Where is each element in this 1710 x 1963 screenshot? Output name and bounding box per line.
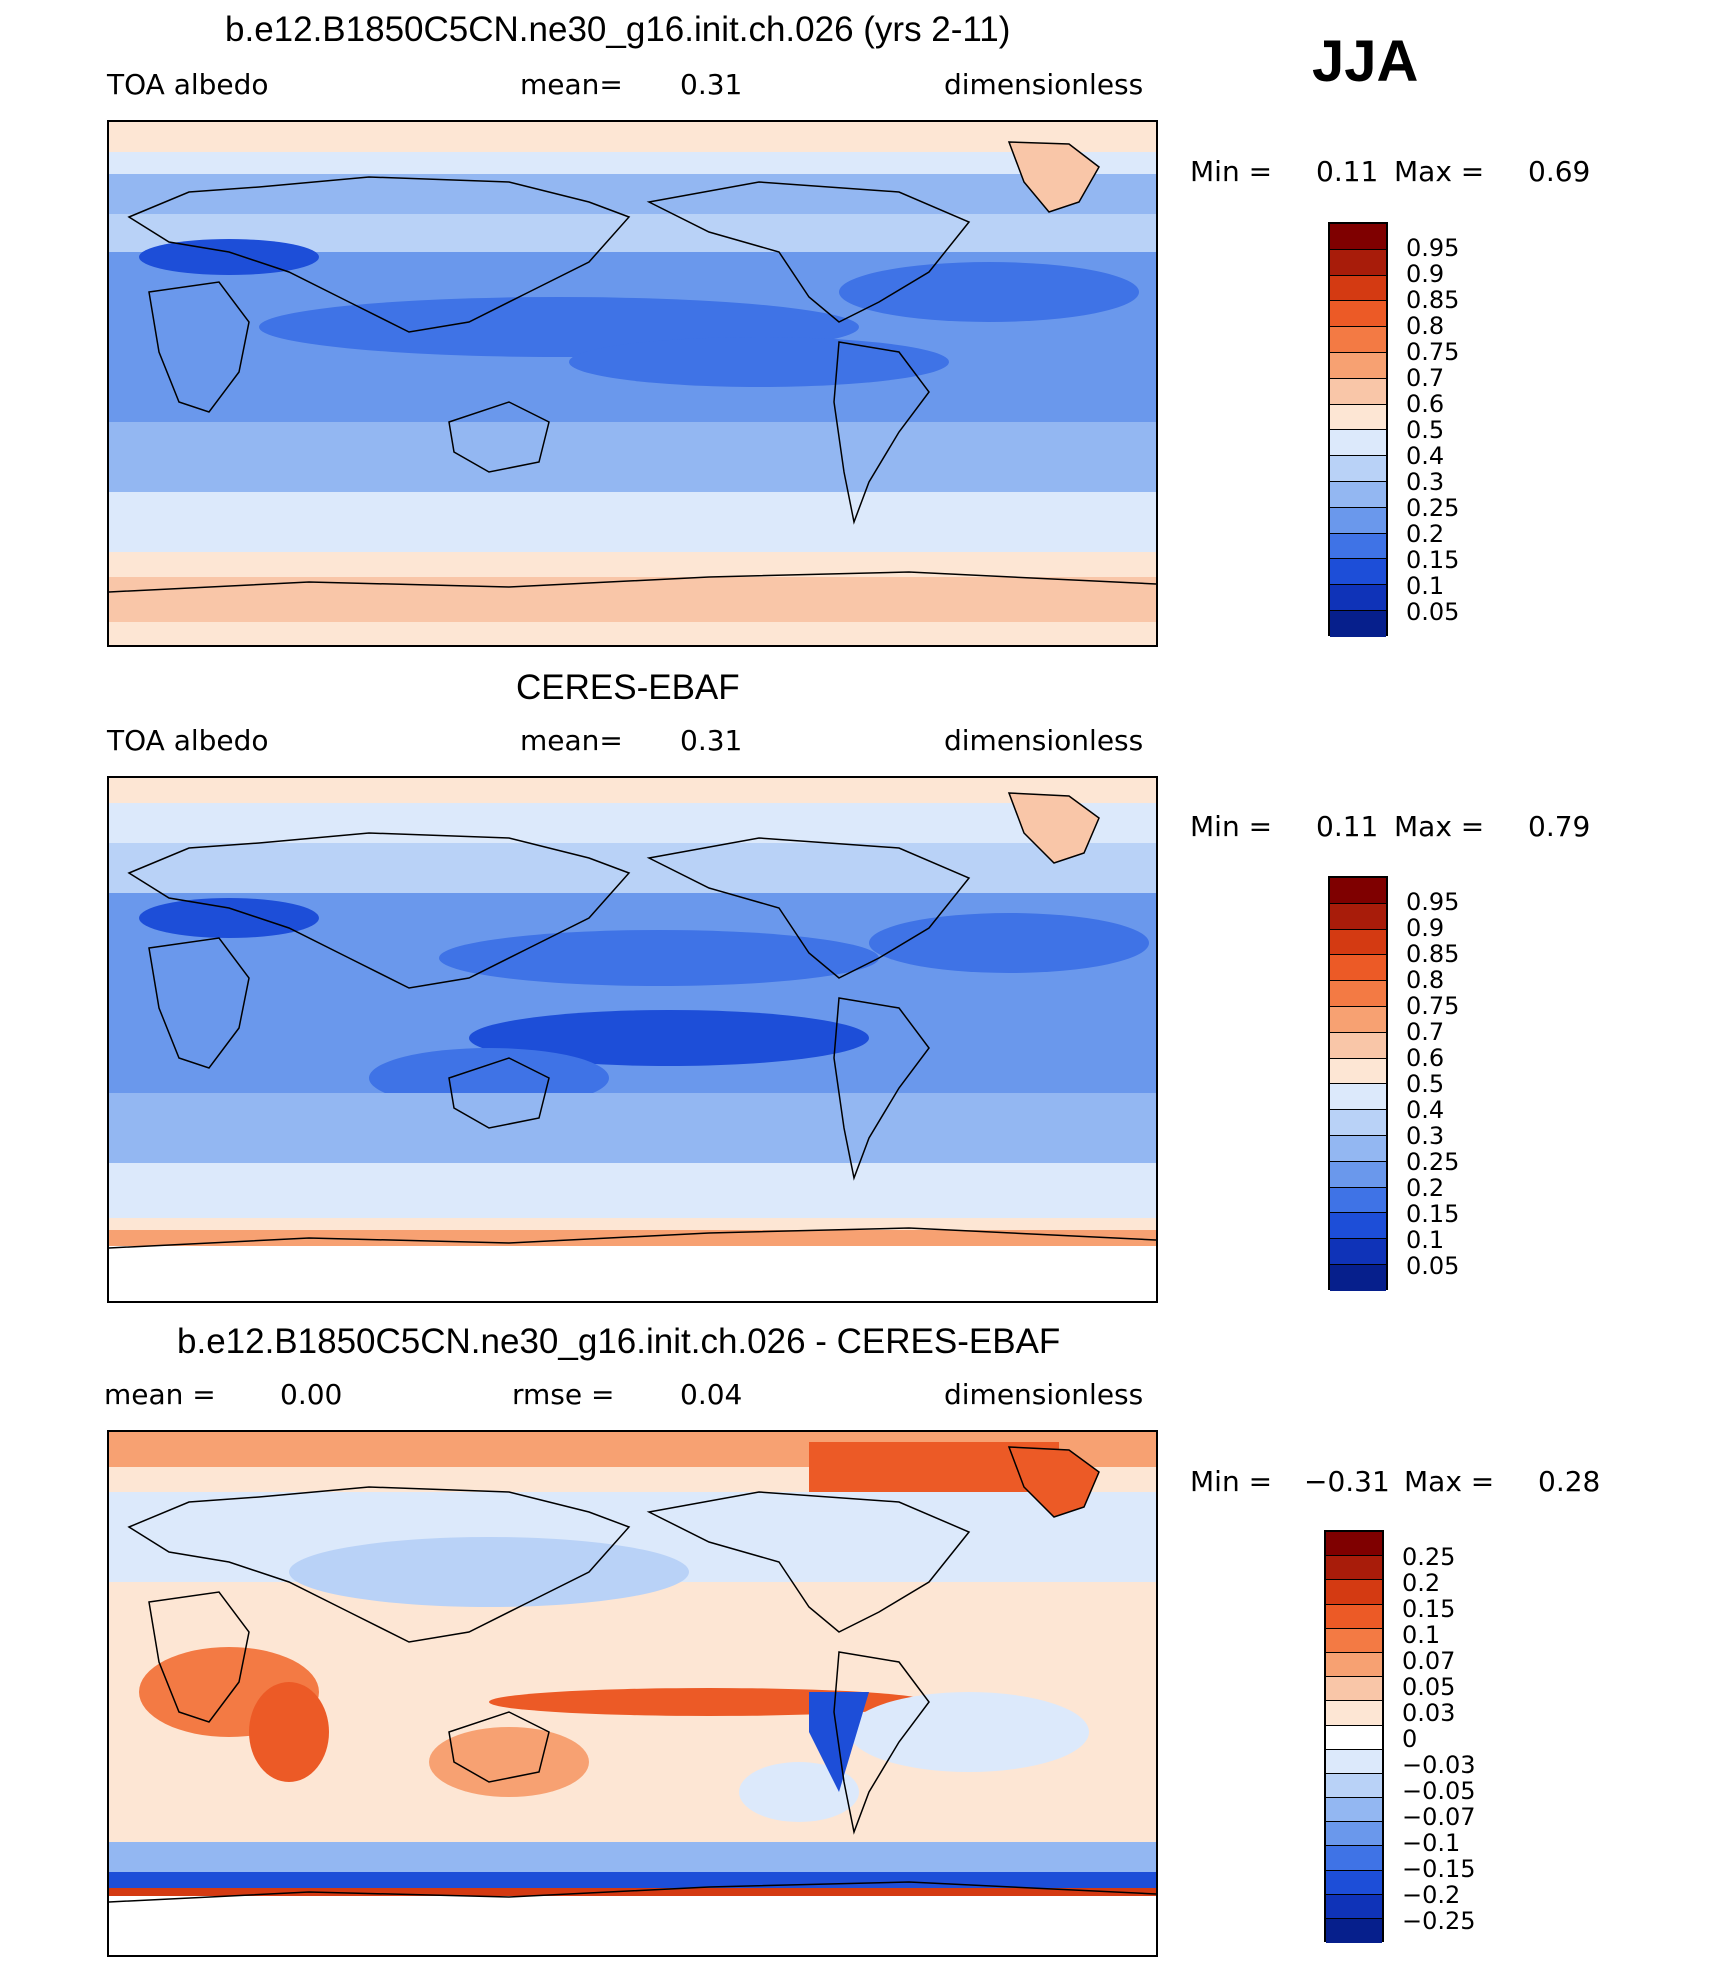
panel-3-max-label: Max = bbox=[1404, 1465, 1495, 1498]
colorbar-tick-label: 0.9 bbox=[1406, 914, 1445, 942]
colorbar-tick-label: 0.3 bbox=[1406, 468, 1445, 496]
panel-1-mean-label: mean= bbox=[520, 68, 623, 101]
colorbar-tick-label: 0.7 bbox=[1406, 1018, 1445, 1046]
panel-1-antarctic-band bbox=[109, 577, 1156, 622]
colorbar-tick-label: 0.25 bbox=[1402, 1543, 1456, 1571]
panel-2-max-label: Max = bbox=[1394, 810, 1485, 843]
colorbar-tick-label: 0.95 bbox=[1406, 888, 1460, 916]
colorbar-tick-label: 0.95 bbox=[1406, 234, 1460, 262]
colorbar-tick-label: 0.8 bbox=[1406, 966, 1445, 994]
panel-3-title: b.e12.B1850C5CN.ne30_g16.init.ch.026 - C… bbox=[177, 1322, 1061, 1361]
colorbar-tick-label: 0.2 bbox=[1402, 1569, 1441, 1597]
panel-3-min-label: Min = bbox=[1190, 1465, 1273, 1498]
panel-3-rmse-label: rmse = bbox=[512, 1378, 615, 1411]
panel-3-map-plot bbox=[109, 1432, 1156, 1955]
colorbar-tick-label: 0.2 bbox=[1406, 1174, 1445, 1202]
colorbar-tick-label: 0.25 bbox=[1406, 494, 1460, 522]
colorbar-tick-label: −0.25 bbox=[1402, 1907, 1476, 1935]
panel-2-variable-label: TOA albedo bbox=[107, 724, 269, 757]
panel-1-min-value: 0.11 bbox=[1316, 155, 1379, 188]
panel-1-mean-value: 0.31 bbox=[680, 68, 743, 101]
colorbar-tick-label: 0.4 bbox=[1406, 442, 1445, 470]
colorbar-tick-label: −0.05 bbox=[1402, 1777, 1476, 1805]
panel-3-mean-label: mean = bbox=[104, 1378, 216, 1411]
colorbar-tick-label: 0 bbox=[1402, 1725, 1418, 1753]
panel-3-colorbar bbox=[1324, 1530, 1384, 1944]
colorbar-tick-label: 0.1 bbox=[1406, 1226, 1445, 1254]
colorbar-tick-label: 0.1 bbox=[1402, 1621, 1441, 1649]
panel-1-colorbar-labels: 0.95 0.9 0.85 0.8 0.75 0.7 0.6 0.5 0.4 0… bbox=[1406, 235, 1459, 625]
panel-2-map-plot bbox=[109, 778, 1156, 1301]
panel-1-south-america-outline bbox=[833, 341, 930, 525]
colorbar-tick-label: −0.03 bbox=[1402, 1751, 1476, 1779]
colorbar-tick-label: 0.6 bbox=[1406, 390, 1445, 418]
panel-2-mean-label: mean= bbox=[520, 724, 623, 757]
panel-1-colorbar bbox=[1328, 222, 1388, 637]
panel-3-colorbar-labels: 0.25 0.2 0.15 0.1 0.07 0.05 0.03 0 −0.03… bbox=[1402, 1544, 1476, 1934]
colorbar-tick-label: 0.85 bbox=[1406, 286, 1460, 314]
panel-2-colorbar bbox=[1328, 876, 1388, 1291]
panel-3-max-value: 0.28 bbox=[1538, 1465, 1601, 1498]
panel-3-rmse-value: 0.04 bbox=[680, 1378, 743, 1411]
panel-1-antarctica-outline bbox=[109, 571, 1156, 593]
panel-1-title: b.e12.B1850C5CN.ne30_g16.init.ch.026 (yr… bbox=[225, 10, 1011, 49]
panel-1-map-plot bbox=[109, 122, 1156, 645]
colorbar-tick-label: 0.25 bbox=[1406, 1148, 1460, 1176]
panel-1-greenland-outline bbox=[1007, 141, 1100, 213]
panel-2-min-value: 0.11 bbox=[1316, 810, 1379, 843]
colorbar-tick-label: 0.1 bbox=[1406, 572, 1445, 600]
colorbar-tick-label: 0.15 bbox=[1402, 1595, 1456, 1623]
colorbar-tick-label: 0.2 bbox=[1406, 520, 1445, 548]
panel-3-min-value: −0.31 bbox=[1304, 1465, 1390, 1498]
colorbar-tick-label: −0.07 bbox=[1402, 1803, 1476, 1831]
panel-3-mean-value: 0.00 bbox=[280, 1378, 343, 1411]
colorbar-tick-label: 0.15 bbox=[1406, 1200, 1460, 1228]
colorbar-tick-label: 0.4 bbox=[1406, 1096, 1445, 1124]
colorbar-tick-label: 0.3 bbox=[1406, 1122, 1445, 1150]
panel-1-max-value: 0.69 bbox=[1528, 155, 1591, 188]
colorbar-tick-label: −0.1 bbox=[1402, 1829, 1461, 1857]
panel-2-title: CERES-EBAF bbox=[516, 668, 740, 707]
panel-1-units-label: dimensionless bbox=[944, 68, 1144, 101]
panel-3-units-label: dimensionless bbox=[944, 1378, 1144, 1411]
panel-3-map bbox=[107, 1430, 1158, 1957]
colorbar-tick-label: 0.75 bbox=[1406, 992, 1460, 1020]
panel-1-north-america-outline bbox=[646, 181, 971, 323]
panel-2-max-value: 0.79 bbox=[1528, 810, 1591, 843]
colorbar-tick-label: 0.15 bbox=[1406, 546, 1460, 574]
panel-2-mean-value: 0.31 bbox=[680, 724, 743, 757]
panel-2-units-label: dimensionless bbox=[944, 724, 1144, 757]
colorbar-tick-label: 0.05 bbox=[1406, 598, 1460, 626]
colorbar-tick-label: 0.05 bbox=[1402, 1673, 1456, 1701]
colorbar-tick-label: 0.05 bbox=[1406, 1252, 1460, 1280]
colorbar-tick-label: 0.03 bbox=[1402, 1699, 1456, 1727]
panel-2-map bbox=[107, 776, 1158, 1303]
panel-1-max-label: Max = bbox=[1394, 155, 1485, 188]
colorbar-tick-label: 0.9 bbox=[1406, 260, 1445, 288]
colorbar-tick-label: 0.85 bbox=[1406, 940, 1460, 968]
panel-1-map bbox=[107, 120, 1158, 647]
panel-2-min-label: Min = bbox=[1190, 810, 1273, 843]
colorbar-tick-label: 0.7 bbox=[1406, 364, 1445, 392]
season-label: JJA bbox=[1312, 29, 1419, 94]
panel-1-min-label: Min = bbox=[1190, 155, 1273, 188]
colorbar-tick-label: 0.5 bbox=[1406, 1070, 1445, 1098]
colorbar-tick-label: −0.15 bbox=[1402, 1855, 1476, 1883]
panel-1-eurasia-outline bbox=[127, 176, 631, 333]
panel-1-variable-label: TOA albedo bbox=[107, 68, 269, 101]
panel-2-colorbar-labels: 0.95 0.9 0.85 0.8 0.75 0.7 0.6 0.5 0.4 0… bbox=[1406, 889, 1459, 1279]
panel-1-arctic-band bbox=[109, 122, 1156, 152]
panel-1-africa-outline bbox=[148, 281, 250, 413]
colorbar-tick-label: 0.6 bbox=[1406, 1044, 1445, 1072]
colorbar-tick-label: 0.07 bbox=[1402, 1647, 1456, 1675]
colorbar-tick-label: 0.75 bbox=[1406, 338, 1460, 366]
colorbar-tick-label: 0.5 bbox=[1406, 416, 1445, 444]
panel-1-australia-outline bbox=[448, 401, 550, 473]
colorbar-tick-label: −0.2 bbox=[1402, 1881, 1461, 1909]
colorbar-tick-label: 0.8 bbox=[1406, 312, 1445, 340]
